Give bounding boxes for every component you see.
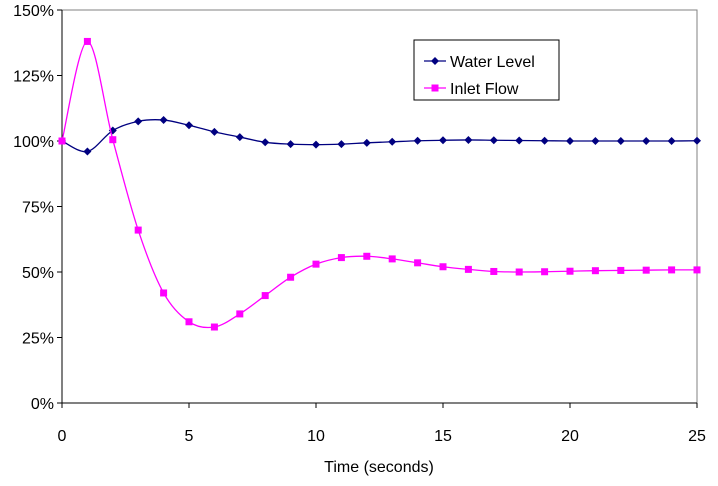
data-point-inlet-flow: [490, 267, 498, 275]
data-point-water-level: [337, 140, 346, 149]
data-point-inlet-flow: [134, 226, 142, 234]
data-point-inlet-flow: [312, 260, 320, 268]
data-point-inlet-flow: [464, 265, 472, 273]
plot-area-frame: [61, 9, 698, 404]
data-point-inlet-flow: [541, 268, 549, 276]
x-tick-label: 25: [688, 428, 706, 445]
data-point-inlet-flow: [236, 310, 244, 318]
series-water-level: [58, 116, 701, 156]
data-point-water-level: [83, 147, 92, 156]
data-point-water-level: [413, 136, 422, 145]
x-tick-label: 20: [561, 428, 579, 445]
series-layer: [58, 37, 701, 331]
data-point-inlet-flow: [414, 259, 422, 267]
x-tick-label: 10: [307, 428, 325, 445]
y-tick-label: 100%: [13, 134, 54, 151]
data-point-inlet-flow: [591, 267, 599, 275]
y-tick-label: 150%: [13, 3, 54, 20]
data-point-water-level: [235, 133, 244, 142]
x-axis-ticks: 0 5 10 15 20 25: [58, 403, 706, 445]
series-line-water-level: [61, 119, 698, 153]
data-point-water-level: [591, 137, 600, 145]
data-point-water-level: [388, 137, 397, 146]
data-point-inlet-flow: [642, 266, 650, 274]
data-point-inlet-flow: [388, 255, 396, 263]
data-point-water-level: [642, 137, 651, 145]
data-point-water-level: [159, 116, 168, 125]
data-point-inlet-flow: [185, 318, 193, 326]
y-tick-label: 75%: [22, 200, 54, 217]
x-axis-title: Time (seconds): [324, 459, 434, 476]
x-tick-label: 15: [434, 428, 452, 445]
y-tick-label: 50%: [22, 265, 54, 282]
data-point-water-level: [566, 137, 574, 145]
data-point-water-level: [210, 127, 219, 136]
data-point-water-level: [540, 136, 549, 145]
x-tick-label: 5: [185, 428, 194, 445]
legend-label: Water Level: [450, 54, 535, 71]
data-point-water-level: [667, 137, 676, 145]
legend-swatch-marker: [431, 84, 439, 92]
data-point-water-level: [439, 136, 447, 145]
data-point-water-level: [464, 135, 473, 144]
data-point-water-level: [616, 137, 625, 145]
data-point-inlet-flow: [160, 289, 168, 297]
legend-label: Inlet Flow: [450, 81, 519, 98]
y-tick-label: 25%: [22, 331, 54, 348]
data-point-water-level: [286, 140, 295, 149]
data-point-inlet-flow: [337, 254, 345, 262]
legend-item-inlet-flow: Inlet Flow: [424, 81, 519, 98]
data-point-water-level: [185, 121, 193, 130]
data-point-inlet-flow: [261, 292, 269, 300]
legend: Water Level Inlet Flow: [413, 39, 560, 101]
data-point-water-level: [515, 136, 524, 145]
x-tick-label: 0: [58, 428, 67, 445]
data-point-water-level: [489, 136, 498, 145]
data-point-inlet-flow: [566, 267, 574, 275]
y-axis-ticks: 0% 25% 50% 75% 100% 125% 150%: [13, 3, 62, 413]
series-line-inlet-flow: [61, 40, 698, 329]
data-point-inlet-flow: [83, 37, 91, 45]
data-point-inlet-flow: [109, 136, 117, 144]
data-point-water-level: [261, 138, 270, 147]
data-point-inlet-flow: [287, 273, 295, 281]
series-inlet-flow: [58, 37, 701, 331]
y-tick-label: 125%: [13, 69, 54, 86]
data-point-water-level: [134, 117, 143, 126]
data-point-inlet-flow: [439, 263, 447, 271]
data-point-inlet-flow: [668, 266, 676, 274]
data-point-inlet-flow: [210, 323, 218, 331]
legend-swatch-marker: [431, 57, 439, 65]
data-point-water-level: [693, 136, 701, 145]
data-point-inlet-flow: [515, 268, 523, 276]
data-point-inlet-flow: [693, 266, 701, 274]
y-tick-label: 0%: [31, 396, 54, 413]
data-point-water-level: [362, 138, 371, 147]
legend-item-water-level: Water Level: [424, 54, 535, 71]
data-point-inlet-flow: [58, 137, 66, 145]
data-point-inlet-flow: [617, 266, 625, 274]
data-point-water-level: [312, 140, 320, 149]
data-point-inlet-flow: [363, 252, 371, 260]
